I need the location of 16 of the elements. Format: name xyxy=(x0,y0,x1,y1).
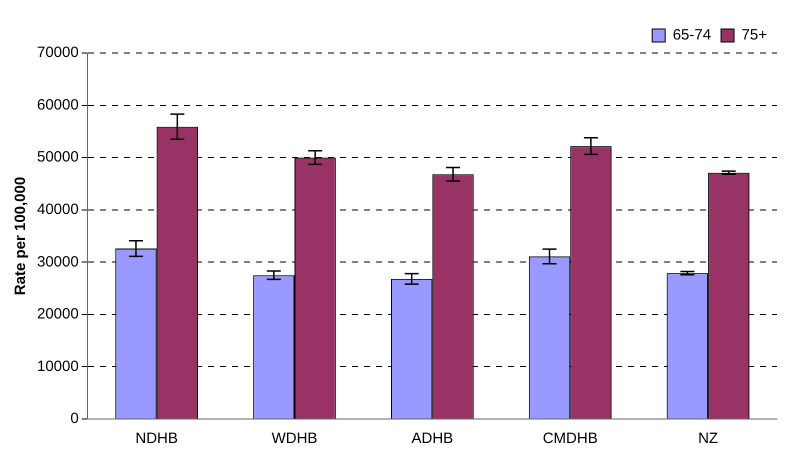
legend-label: 65-74 xyxy=(672,26,712,44)
legend-label: 75+ xyxy=(742,26,768,44)
y-tick-label: 60000 xyxy=(36,96,79,114)
x-tick-label: ADHB xyxy=(412,430,454,448)
y-tick-label: 10000 xyxy=(36,358,79,375)
y-tick-label: 30000 xyxy=(36,253,79,270)
x-tick-label: CMDHB xyxy=(542,430,598,448)
x-tick-label: NZ xyxy=(698,430,718,448)
x-tick-label: NDHB xyxy=(135,430,178,448)
y-tick-label: 40000 xyxy=(36,201,79,218)
y-tick-label: 50000 xyxy=(36,148,79,166)
y-tick-label: 0 xyxy=(70,410,79,428)
y-tick-label: 20000 xyxy=(36,306,79,323)
x-tick-label: WDHB xyxy=(272,430,318,448)
y-axis-title: Rate per 100,000 xyxy=(12,176,30,296)
y-tick-label: 70000 xyxy=(36,44,79,62)
